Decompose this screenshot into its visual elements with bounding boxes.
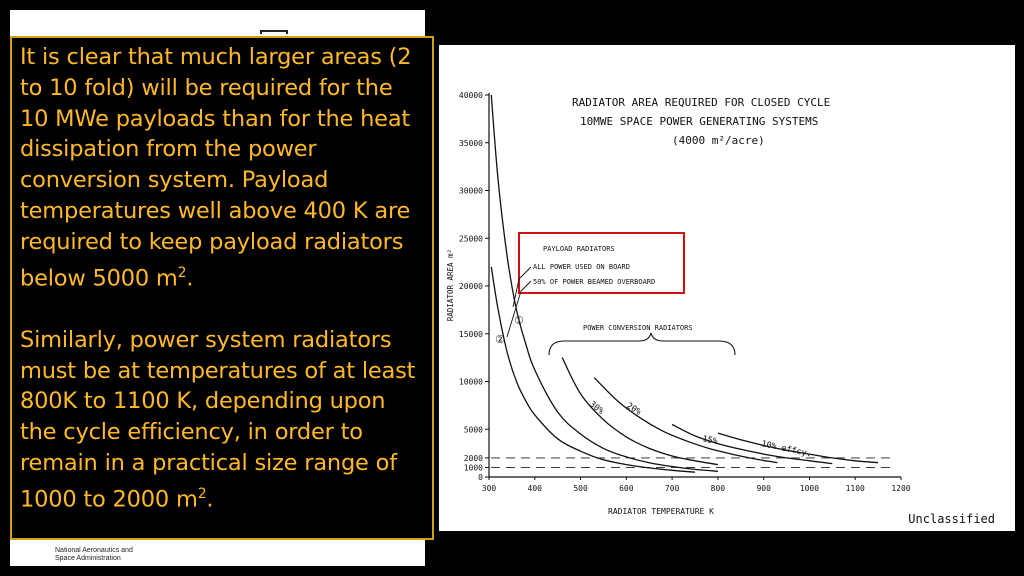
agency-name-line-2: Space Administration [55, 555, 121, 562]
paragraph-1-text: It is clear that much larger areas (2 to… [20, 44, 412, 292]
agency-name-line-1: National Aeronautics and [55, 547, 133, 554]
legend-item: 50% OF POWER BEAMED OVERBOARD [533, 278, 655, 286]
chart-title: RADIATOR AREA REQUIRED FOR CLOSED CYCLE 1… [572, 96, 830, 147]
series-line-0 [490, 94, 718, 472]
legend-leader-1 [512, 266, 532, 308]
superscript-2: 2 [197, 485, 207, 502]
paragraph-2-end: . [206, 486, 214, 513]
y-tick-label: 40000 [459, 91, 483, 100]
y-tick-label: 5000 [464, 425, 483, 434]
legend-box [518, 232, 685, 294]
legend: PAYLOAD RADIATORS ALL POWER USED ON BOARD… [506, 232, 685, 338]
y-tick-label: 2000 [464, 454, 483, 463]
x-tick-label: 400 [528, 484, 543, 493]
y-axis: 4000035000300002500020000150001000050002… [446, 91, 490, 482]
nasa-footer-logo: National Aeronautics and Space Administr… [55, 539, 175, 563]
y-tick-label: 25000 [459, 234, 483, 243]
efficiency-label: 30% [587, 399, 605, 416]
paragraph-1-end: . [186, 265, 194, 292]
efficiency-label: 10% effcy. [760, 439, 812, 459]
series-line-2 [561, 357, 719, 466]
chart-title-line: (4000 m²/acre) [672, 134, 765, 147]
curve-marker-2: ② [495, 333, 505, 346]
y-tick-label: 20000 [459, 282, 483, 291]
y-tick-label: 30000 [459, 187, 483, 196]
x-tick-label: 1200 [891, 484, 910, 493]
paragraph-2-text: Similarly, power system radiators must b… [20, 326, 416, 513]
efficiency-label: 20% [624, 401, 642, 418]
chart-title-line: RADIATOR AREA REQUIRED FOR CLOSED CYCLE [572, 96, 830, 109]
text-panel: It is clear that much larger areas (2 to… [10, 36, 434, 540]
y-tick-label: 15000 [459, 330, 483, 339]
x-tick-label: 900 [756, 484, 771, 493]
series-line-4 [671, 423, 833, 465]
x-axis-label: RADIATOR TEMPERATURE K [608, 507, 714, 516]
legend-leader-2 [506, 280, 532, 338]
x-tick-label: 1000 [800, 484, 819, 493]
x-tick-label: 1100 [846, 484, 865, 493]
radiator-area-chart: RADIATOR AREA REQUIRED FOR CLOSED CYCLE 1… [446, 91, 995, 526]
y-tick-label: 10000 [459, 378, 483, 387]
y-tick-label: 35000 [459, 139, 483, 148]
classification-label: Unclassified [908, 512, 995, 526]
chart-title-line: 10MWE SPACE POWER GENERATING SYSTEMS [580, 115, 818, 128]
reference-lines [491, 457, 895, 468]
paragraph-power-radiators: Similarly, power system radiators must b… [20, 325, 424, 515]
series-curves [490, 94, 879, 473]
curve-marker-1: ① [514, 314, 524, 327]
y-tick-label: 0 [478, 473, 483, 482]
paragraph-payload-areas: It is clear that much larger areas (2 to… [20, 42, 424, 294]
document-tab-mark [260, 30, 288, 34]
radiator-area-figure: RADIATOR AREA REQUIRED FOR CLOSED CYCLE 1… [439, 45, 1015, 531]
nasa-logo [55, 539, 175, 547]
x-tick-label: 800 [711, 484, 726, 493]
y-tick-label: 1000 [464, 463, 483, 472]
x-axis: 300 400 500 600 700 800 900 1000 1100 1200 RADIATO… [482, 476, 911, 516]
series-line-1 [490, 266, 696, 473]
legend-header: PAYLOAD RADIATORS [543, 245, 615, 253]
x-tick-label: 600 [619, 484, 634, 493]
x-tick-label: 500 [573, 484, 588, 493]
group-label-power-conversion: POWER CONVERSION RADIATORS [583, 324, 693, 332]
x-tick-label: 700 [665, 484, 680, 493]
efficiency-label: 15% [701, 434, 718, 447]
legend-item: ALL POWER USED ON BOARD [533, 263, 630, 271]
y-axis-label: RADIATOR AREA m² [446, 249, 455, 321]
superscript-2: 2 [177, 264, 187, 281]
series-line-3 [593, 377, 778, 464]
series-line-5 [717, 432, 879, 464]
x-tick-label: 300 [482, 484, 497, 493]
brace-power-conversion [548, 332, 736, 356]
